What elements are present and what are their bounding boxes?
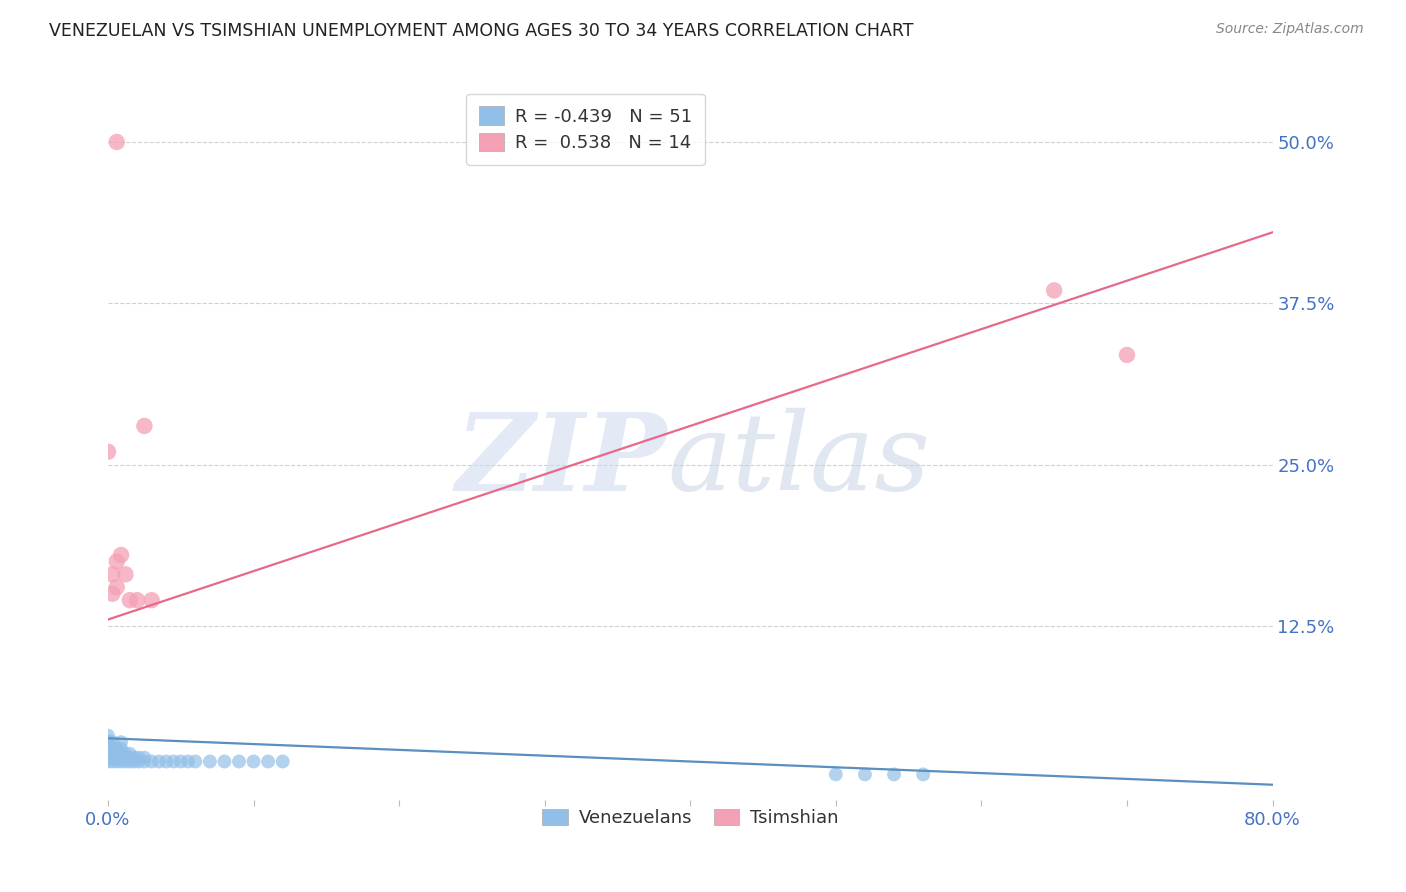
Point xyxy=(198,755,221,769)
Point xyxy=(141,593,163,607)
Point xyxy=(97,444,120,458)
Point xyxy=(228,755,250,769)
Point xyxy=(101,755,124,769)
Point xyxy=(97,741,120,756)
Point xyxy=(110,750,132,764)
Point xyxy=(1043,284,1066,298)
Point xyxy=(122,750,145,764)
Point xyxy=(883,767,905,781)
Text: Source: ZipAtlas.com: Source: ZipAtlas.com xyxy=(1216,22,1364,37)
Point xyxy=(214,755,236,769)
Point xyxy=(134,418,156,433)
Point xyxy=(101,741,124,756)
Legend: Venezuelans, Tsimshian: Venezuelans, Tsimshian xyxy=(536,802,845,835)
Point xyxy=(110,741,132,756)
Point xyxy=(184,755,207,769)
Point xyxy=(912,767,935,781)
Point xyxy=(110,735,132,749)
Text: atlas: atlas xyxy=(666,408,929,513)
Point xyxy=(97,729,120,743)
Point xyxy=(127,593,149,607)
Point xyxy=(853,767,876,781)
Point xyxy=(134,755,156,769)
Point xyxy=(105,750,128,764)
Point xyxy=(177,755,200,769)
Point xyxy=(118,747,141,761)
Point xyxy=(118,593,141,607)
Point xyxy=(97,755,120,769)
Point xyxy=(101,750,124,764)
Point xyxy=(110,747,132,761)
Point xyxy=(134,750,156,764)
Point xyxy=(101,587,124,601)
Point xyxy=(118,755,141,769)
Text: VENEZUELAN VS TSIMSHIAN UNEMPLOYMENT AMONG AGES 30 TO 34 YEARS CORRELATION CHART: VENEZUELAN VS TSIMSHIAN UNEMPLOYMENT AMO… xyxy=(49,22,914,40)
Text: ZIP: ZIP xyxy=(456,408,666,514)
Point xyxy=(162,755,184,769)
Point xyxy=(271,755,294,769)
Point xyxy=(105,580,128,594)
Point xyxy=(824,767,846,781)
Point xyxy=(155,755,177,769)
Point xyxy=(105,747,128,761)
Point xyxy=(101,567,124,582)
Point xyxy=(97,738,120,752)
Point xyxy=(114,755,136,769)
Point xyxy=(105,135,128,149)
Point xyxy=(105,554,128,568)
Point xyxy=(128,755,150,769)
Point xyxy=(148,755,170,769)
Point xyxy=(97,752,120,766)
Point xyxy=(110,755,132,769)
Point xyxy=(97,744,120,758)
Point xyxy=(1116,348,1139,362)
Point xyxy=(257,755,280,769)
Point xyxy=(97,734,120,748)
Point xyxy=(114,567,136,582)
Point xyxy=(101,747,124,761)
Point xyxy=(118,750,141,764)
Point xyxy=(110,548,132,562)
Point xyxy=(105,755,128,769)
Point xyxy=(114,747,136,761)
Point xyxy=(242,755,264,769)
Point xyxy=(114,750,136,764)
Point xyxy=(141,755,163,769)
Point xyxy=(105,741,128,756)
Point xyxy=(128,750,150,764)
Point xyxy=(97,747,120,762)
Point xyxy=(170,755,193,769)
Point xyxy=(122,755,145,769)
Point xyxy=(101,735,124,749)
